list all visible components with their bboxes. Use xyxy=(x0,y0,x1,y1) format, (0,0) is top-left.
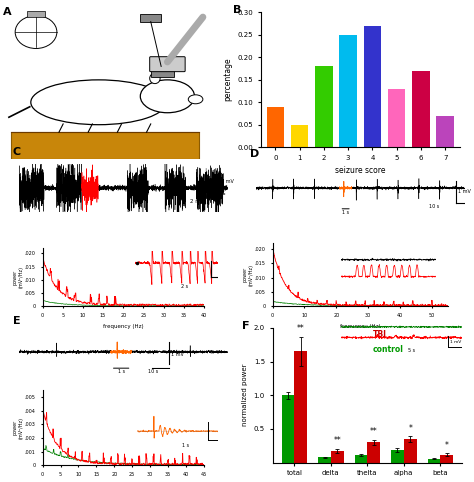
Text: **: ** xyxy=(370,428,378,436)
Text: *: * xyxy=(445,441,448,450)
Bar xyxy=(404,439,417,463)
Text: 1 mV: 1 mV xyxy=(221,179,234,185)
Bar xyxy=(367,442,380,463)
Text: D: D xyxy=(250,149,259,159)
Text: control: control xyxy=(373,345,404,354)
Ellipse shape xyxy=(188,95,203,104)
Text: **: ** xyxy=(297,324,305,333)
Y-axis label: power
(mV²/Hz): power (mV²/Hz) xyxy=(13,417,23,439)
Y-axis label: normalized power: normalized power xyxy=(242,364,248,427)
Ellipse shape xyxy=(140,80,194,113)
FancyBboxPatch shape xyxy=(151,67,173,77)
Text: F: F xyxy=(242,321,250,331)
Text: TBI: TBI xyxy=(373,330,387,339)
Text: 2 min: 2 min xyxy=(190,199,206,204)
Text: 1 s: 1 s xyxy=(342,210,349,214)
Text: 10 s: 10 s xyxy=(429,203,439,209)
X-axis label: frequency (Hz): frequency (Hz) xyxy=(340,323,381,329)
FancyBboxPatch shape xyxy=(150,57,185,72)
Text: **: ** xyxy=(333,436,341,445)
Text: 2 s: 2 s xyxy=(181,283,189,289)
Bar xyxy=(412,70,429,147)
Text: 5 s: 5 s xyxy=(408,348,415,353)
Bar xyxy=(391,450,404,463)
Bar xyxy=(355,455,367,463)
Text: 1 s: 1 s xyxy=(182,443,190,448)
Y-axis label: percentage: percentage xyxy=(223,58,232,101)
Text: 1 mV: 1 mV xyxy=(171,351,184,357)
Text: 10 s: 10 s xyxy=(148,369,158,375)
Text: 1 mV: 1 mV xyxy=(458,189,471,194)
Ellipse shape xyxy=(15,15,57,49)
Bar xyxy=(282,395,294,463)
Y-axis label: power
(mV²/Hz): power (mV²/Hz) xyxy=(13,266,23,288)
FancyBboxPatch shape xyxy=(140,14,161,22)
Bar xyxy=(331,451,344,463)
Bar xyxy=(318,457,331,463)
Text: 1 mV: 1 mV xyxy=(450,339,461,344)
Text: B: B xyxy=(233,5,241,15)
FancyBboxPatch shape xyxy=(27,11,46,17)
Bar xyxy=(266,107,284,147)
Text: *: * xyxy=(408,424,412,433)
X-axis label: seizure score: seizure score xyxy=(335,166,385,175)
Text: 1 s: 1 s xyxy=(118,369,125,375)
Bar xyxy=(428,459,440,463)
Text: C: C xyxy=(13,147,21,157)
Text: E: E xyxy=(13,316,20,326)
Ellipse shape xyxy=(31,80,166,125)
X-axis label: frequency (Hz): frequency (Hz) xyxy=(103,323,144,329)
Bar xyxy=(440,455,453,463)
Bar xyxy=(339,35,357,147)
Bar xyxy=(291,124,308,147)
Y-axis label: power
(mV²/Hz): power (mV²/Hz) xyxy=(243,264,253,286)
Bar xyxy=(364,26,381,147)
Bar xyxy=(388,89,405,147)
Bar xyxy=(294,351,307,463)
Bar xyxy=(315,66,333,147)
Ellipse shape xyxy=(150,73,160,83)
Text: A: A xyxy=(3,7,11,17)
FancyBboxPatch shape xyxy=(11,132,199,159)
Bar xyxy=(437,116,454,147)
